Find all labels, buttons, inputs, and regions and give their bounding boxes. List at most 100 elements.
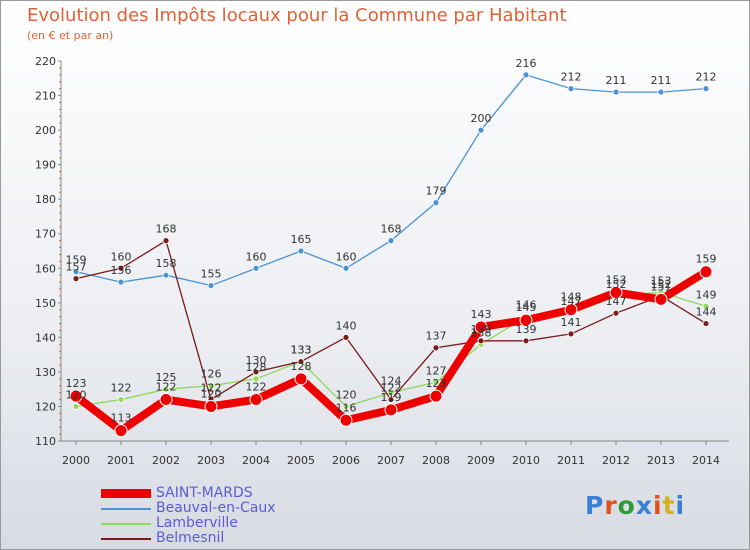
point-beauval-en-caux bbox=[117, 278, 125, 286]
point-saint-mards bbox=[204, 399, 218, 413]
point-saint-mards bbox=[384, 403, 398, 417]
data-label-lamberville: 153 bbox=[651, 274, 672, 287]
logo-letter: i bbox=[675, 491, 686, 520]
chart-title: Evolution des Impôts locaux pour la Comm… bbox=[27, 5, 567, 26]
x-tick-label: 2004 bbox=[242, 454, 270, 467]
data-label-beauval-en-caux: 160 bbox=[336, 250, 357, 263]
data-label-lamberville: 149 bbox=[696, 288, 717, 301]
data-label-beauval-en-caux: 165 bbox=[291, 233, 312, 246]
point-beauval-en-caux bbox=[387, 237, 395, 245]
logo-letter: P bbox=[585, 491, 605, 520]
data-label-saint-mards: 116 bbox=[336, 401, 357, 414]
legend-swatch-beauval-en-caux bbox=[101, 508, 151, 510]
data-label-beauval-en-caux: 211 bbox=[651, 74, 672, 87]
proxiti-logo: Proxiti bbox=[585, 491, 685, 520]
point-belmesnil bbox=[297, 358, 305, 365]
point-belmesnil bbox=[387, 396, 395, 403]
x-tick-label: 2006 bbox=[332, 454, 360, 467]
legend-label-lamberville: Lamberville bbox=[156, 515, 238, 531]
data-label-saint-mards: 123 bbox=[426, 377, 447, 390]
point-belmesnil bbox=[432, 344, 440, 352]
data-label-lamberville: 146 bbox=[516, 299, 537, 312]
series-labels: 159 156 158 155 160 165 160 168 179 200 216 212 211 2… bbox=[66, 57, 717, 425]
y-tick-label: 120 bbox=[35, 400, 56, 413]
series-line-beauval-en-caux bbox=[75, 74, 707, 287]
data-label-belmesnil: 122 bbox=[381, 382, 402, 395]
point-beauval-en-caux bbox=[522, 71, 530, 79]
point-beauval-en-caux bbox=[252, 264, 260, 272]
point-belmesnil bbox=[117, 264, 125, 272]
point-lamberville bbox=[252, 375, 260, 383]
point-beauval-en-caux bbox=[432, 199, 440, 207]
point-beauval-en-caux bbox=[477, 126, 485, 134]
data-label-saint-mards: 128 bbox=[291, 360, 312, 373]
point-belmesnil bbox=[567, 330, 575, 338]
data-label-belmesnil: 140 bbox=[336, 319, 357, 332]
data-label-beauval-en-caux: 200 bbox=[471, 112, 492, 125]
legend-label-beauval-en-caux: Beauval-en-Caux bbox=[156, 500, 276, 516]
point-saint-mards bbox=[429, 389, 443, 403]
y-tick-label: 150 bbox=[35, 297, 56, 310]
data-label-lamberville: 122 bbox=[111, 382, 132, 395]
x-tick-label: 2005 bbox=[287, 454, 315, 467]
data-label-lamberville: 152 bbox=[606, 278, 627, 291]
data-label-belmesnil: 139 bbox=[471, 323, 492, 336]
point-beauval-en-caux bbox=[612, 88, 620, 96]
data-label-beauval-en-caux: 155 bbox=[201, 268, 222, 281]
data-label-saint-mards: 122 bbox=[246, 381, 267, 394]
point-beauval-en-caux bbox=[207, 282, 215, 289]
data-label-saint-mards: 159 bbox=[696, 253, 717, 266]
point-saint-mards bbox=[294, 372, 308, 386]
y-tick-label: 140 bbox=[35, 331, 56, 344]
legend-label-belmesnil: Belmesnil bbox=[156, 530, 225, 546]
point-beauval-en-caux bbox=[342, 264, 350, 272]
x-tick-label: 2010 bbox=[512, 454, 540, 467]
logo-letter: o bbox=[617, 491, 636, 520]
data-label-lamberville: 128 bbox=[246, 361, 267, 374]
point-belmesnil bbox=[477, 337, 485, 345]
point-beauval-en-caux bbox=[72, 268, 80, 276]
y-tick-label: 160 bbox=[35, 262, 56, 275]
x-tick-label: 2013 bbox=[647, 454, 675, 467]
point-saint-mards bbox=[159, 393, 173, 407]
data-label-belmesnil: 137 bbox=[426, 330, 447, 343]
point-saint-mards bbox=[519, 313, 533, 327]
data-label-saint-mards: 119 bbox=[381, 391, 402, 404]
y-tick-label: 130 bbox=[35, 366, 56, 379]
data-label-beauval-en-caux: 212 bbox=[696, 71, 717, 84]
point-lamberville bbox=[432, 378, 440, 386]
y-tick-label: 210 bbox=[35, 90, 56, 103]
point-belmesnil bbox=[252, 368, 260, 376]
data-label-saint-mards: 145 bbox=[516, 301, 537, 314]
y-tick-label: 170 bbox=[35, 228, 56, 241]
data-label-saint-mards: 120 bbox=[201, 387, 222, 400]
point-beauval-en-caux bbox=[567, 85, 575, 93]
data-label-saint-mards: 123 bbox=[66, 377, 87, 390]
data-label-saint-mards: 113 bbox=[111, 412, 132, 425]
data-label-beauval-en-caux: 156 bbox=[111, 264, 132, 277]
data-label-belmesnil: 160 bbox=[111, 250, 132, 263]
y-tick-label: 220 bbox=[35, 55, 56, 68]
data-label-belmesnil: 168 bbox=[156, 223, 177, 236]
data-label-lamberville: 125 bbox=[156, 371, 177, 384]
point-beauval-en-caux bbox=[702, 85, 710, 93]
data-label-lamberville: 127 bbox=[426, 364, 447, 377]
y-tick-label: 110 bbox=[35, 435, 56, 448]
point-saint-mards bbox=[249, 393, 263, 407]
x-tick-label: 2014 bbox=[692, 454, 720, 467]
point-saint-mards bbox=[339, 413, 353, 427]
point-saint-mards bbox=[474, 320, 488, 334]
data-label-belmesnil: 152 bbox=[651, 278, 672, 291]
data-label-beauval-en-caux: 179 bbox=[426, 185, 447, 198]
x-tick-label: 2002 bbox=[152, 454, 180, 467]
data-label-belmesnil: 139 bbox=[516, 323, 537, 336]
data-label-belmesnil: 130 bbox=[246, 354, 267, 367]
data-label-lamberville: 126 bbox=[201, 368, 222, 381]
point-saint-mards bbox=[699, 265, 713, 279]
legend-swatch-lamberville bbox=[101, 523, 151, 525]
data-label-saint-mards: 148 bbox=[561, 291, 582, 304]
point-beauval-en-caux bbox=[162, 271, 170, 279]
logo-letter: x bbox=[635, 491, 653, 520]
point-saint-mards bbox=[654, 292, 668, 306]
